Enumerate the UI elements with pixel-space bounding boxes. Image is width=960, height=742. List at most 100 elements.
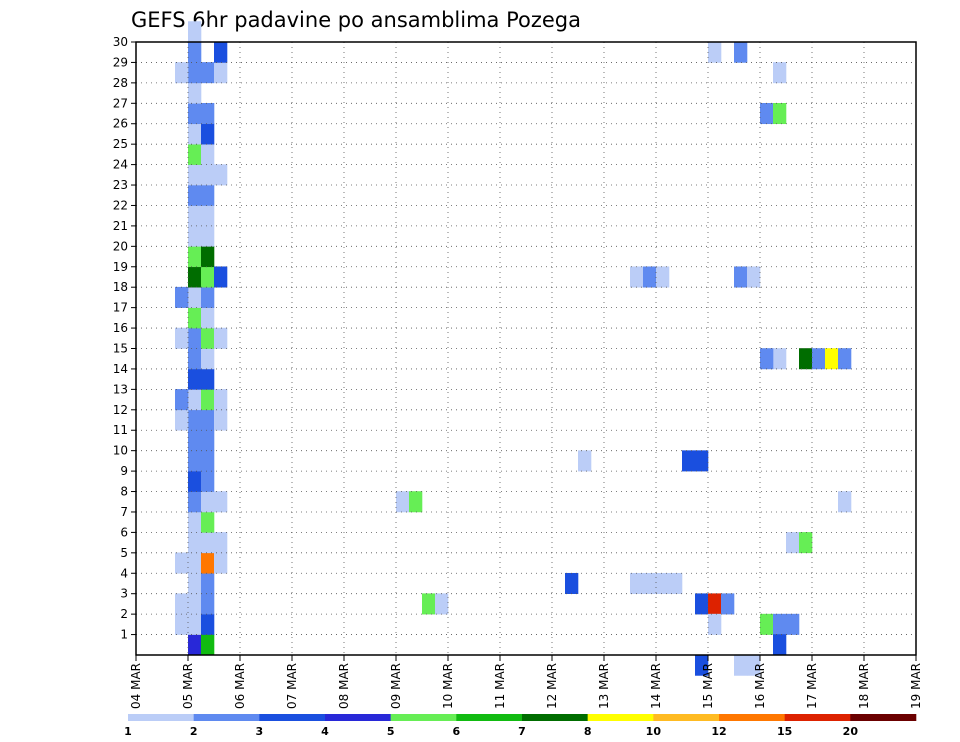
heatmap-cell (188, 593, 202, 615)
heatmap-cell (630, 572, 644, 594)
heatmap-cell (734, 654, 748, 676)
heatmap-cell (188, 429, 202, 451)
heatmap-cell (825, 348, 839, 370)
legend-label: 20 (843, 725, 859, 738)
heatmap-cell (188, 307, 202, 329)
heatmap-cell (175, 613, 189, 635)
y-tick-label: 18 (113, 280, 128, 294)
heatmap-cell (201, 409, 215, 431)
heatmap-cell (760, 103, 774, 125)
y-tick-label: 1 (120, 628, 128, 642)
heatmap-cell (760, 613, 774, 635)
heatmap-cell (188, 225, 202, 247)
heatmap-cell (188, 552, 202, 574)
heatmap-cell (188, 470, 202, 492)
y-axis: 1234567891011121314151617181920212223242… (113, 35, 136, 642)
heatmap-cell (188, 409, 202, 431)
heatmap-cell (773, 634, 787, 656)
heatmap-cell (838, 348, 852, 370)
legend-label: 5 (387, 725, 395, 738)
heatmap-cell (201, 62, 215, 84)
x-tick-label: 05 MAR (181, 663, 195, 709)
heatmap-cell (175, 552, 189, 574)
heatmap-cell (188, 41, 202, 63)
y-tick-label: 8 (120, 485, 128, 499)
legend-label: 15 (777, 725, 792, 738)
heatmap-cell (214, 491, 228, 513)
legend-swatch (325, 714, 391, 721)
heatmap-cell (188, 21, 202, 43)
y-tick-label: 16 (113, 321, 128, 335)
heatmap-cell (422, 593, 436, 615)
heatmap-cell (188, 532, 202, 554)
heatmap-cell (201, 266, 215, 288)
y-tick-label: 28 (113, 76, 128, 90)
heatmap-cell (201, 184, 215, 206)
heatmap-cell (188, 368, 202, 390)
heatmap-cell (188, 62, 202, 84)
heatmap-cell (175, 327, 189, 349)
y-tick-label: 7 (120, 505, 128, 519)
heatmap-cell (214, 552, 228, 574)
heatmap-cell (214, 409, 228, 431)
legend-swatch (850, 714, 917, 721)
heatmap-cell (201, 225, 215, 247)
y-tick-label: 15 (113, 342, 128, 356)
legend-swatch (784, 714, 851, 721)
heatmap-cell (812, 348, 826, 370)
heatmap-cell (201, 470, 215, 492)
heatmap-cell (188, 491, 202, 513)
heatmap-cell (201, 348, 215, 370)
heatmap-cell (175, 389, 189, 411)
heatmap-cell (656, 572, 670, 594)
heatmap-cell (214, 532, 228, 554)
heatmap-cell (201, 389, 215, 411)
heatmap-cell (201, 532, 215, 554)
y-tick-label: 20 (113, 239, 128, 253)
y-tick-label: 10 (113, 444, 128, 458)
x-tick-label: 04 MAR (129, 663, 143, 709)
y-tick-label: 21 (113, 219, 128, 233)
heatmap-cell (201, 286, 215, 308)
heatmap-cell (201, 450, 215, 472)
heatmap-cell (188, 123, 202, 145)
y-tick-label: 13 (113, 382, 128, 396)
heatmap-cell (201, 429, 215, 451)
heatmap-cell (188, 184, 202, 206)
heatmap-cell (721, 593, 735, 615)
y-tick-label: 29 (113, 55, 128, 69)
heatmap-cell (214, 266, 228, 288)
heatmap-cell (435, 593, 449, 615)
heatmap-cell (175, 593, 189, 615)
heatmap-cell (747, 654, 761, 676)
y-tick-label: 2 (120, 607, 128, 621)
heatmap-cell (734, 266, 748, 288)
y-tick-label: 6 (120, 525, 128, 539)
x-tick-label: 10 MAR (441, 663, 455, 709)
heatmap-cell (669, 572, 683, 594)
x-tick-label: 12 MAR (545, 663, 559, 709)
x-tick-label: 07 MAR (285, 663, 299, 709)
legend-label: 12 (711, 725, 726, 738)
legend-swatch (259, 714, 326, 721)
heatmap-cell (747, 266, 761, 288)
heatmap-cell (201, 552, 215, 574)
heatmap-cell (682, 450, 696, 472)
heatmap-cell (838, 491, 852, 513)
heatmap-cell (214, 164, 228, 186)
x-tick-label: 09 MAR (389, 663, 403, 709)
legend-label: 3 (256, 725, 264, 738)
heatmap-cell (201, 327, 215, 349)
heatmap-cell (175, 286, 189, 308)
heatmap-cell (188, 246, 202, 268)
heatmap-cells (175, 21, 852, 676)
y-tick-label: 3 (120, 587, 128, 601)
y-tick-label: 22 (113, 198, 128, 212)
heatmap-cell (201, 143, 215, 165)
x-tick-label: 08 MAR (337, 663, 351, 709)
legend-swatch (456, 714, 523, 721)
heatmap-cell (188, 266, 202, 288)
heatmap-cell (578, 450, 592, 472)
legend-swatch (653, 714, 720, 721)
heatmap-cell (201, 123, 215, 145)
